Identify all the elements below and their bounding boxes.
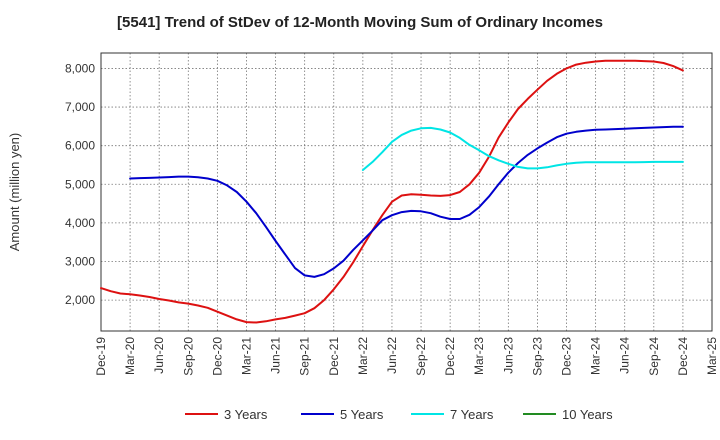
x-tick-label: Mar-21	[239, 337, 253, 375]
x-tick-label: Mar-24	[589, 337, 603, 375]
x-tick-label: Jun-21	[269, 337, 283, 374]
y-tick-labels: 2,000 3,000 4,000 5,000 6,000 7,000 8,000	[65, 61, 95, 307]
x-tick-label: Sep-22	[414, 337, 428, 376]
grid-layer	[100, 53, 713, 331]
x-tick-label: Jun-24	[618, 337, 632, 374]
chart-title: [5541] Trend of StDev of 12-Month Moving…	[117, 14, 603, 31]
x-tick-label: Dec-23	[560, 337, 574, 376]
x-tick-label: Dec-20	[210, 337, 224, 376]
series-line-5-years	[129, 125, 684, 278]
y-tick-label: 8,000	[65, 61, 95, 75]
x-tick-label: Jun-23	[501, 337, 515, 374]
x-tick-label: Mar-25	[705, 337, 719, 375]
legend: 3 Years 5 Years 7 Years 10 Years	[185, 407, 613, 422]
legend-label: 10 Years	[562, 407, 613, 422]
legend-label: 7 Years	[450, 407, 494, 422]
x-tick-label: Mar-22	[356, 337, 370, 375]
plot-frame	[100, 52, 713, 332]
y-tick-label: 5,000	[65, 177, 95, 191]
y-tick-label: 2,000	[65, 293, 95, 307]
y-tick-label: 3,000	[65, 255, 95, 269]
y-tick-label: 7,000	[65, 100, 95, 114]
x-tick-label: Jun-20	[152, 337, 166, 374]
x-tick-labels: Dec-19 Mar-20 Jun-20 Sep-20 Dec-20 Mar-21 Jun-…	[94, 337, 719, 376]
x-tick-label: Sep-24	[647, 337, 661, 376]
x-tick-label: Sep-23	[530, 337, 544, 376]
x-tick-label: Dec-21	[327, 337, 341, 376]
x-tick-label: Sep-21	[298, 337, 312, 376]
series-line-7-years	[361, 126, 684, 171]
x-tick-label: Mar-23	[472, 337, 486, 375]
x-tick-label: Dec-19	[94, 337, 108, 376]
y-axis-title: Amount (million yen)	[7, 133, 22, 252]
x-tick-label: Jun-22	[385, 337, 399, 374]
y-tick-label: 6,000	[65, 139, 95, 153]
series-layer	[100, 59, 684, 324]
x-tick-label: Mar-20	[123, 337, 137, 375]
x-tick-label: Dec-24	[676, 337, 690, 376]
series-line-3-years	[100, 59, 684, 324]
legend-label: 5 Years	[340, 407, 384, 422]
y-tick-label: 4,000	[65, 216, 95, 230]
x-tick-label: Dec-22	[443, 337, 457, 376]
legend-label: 3 Years	[224, 407, 268, 422]
x-tick-label: Sep-20	[181, 337, 195, 376]
